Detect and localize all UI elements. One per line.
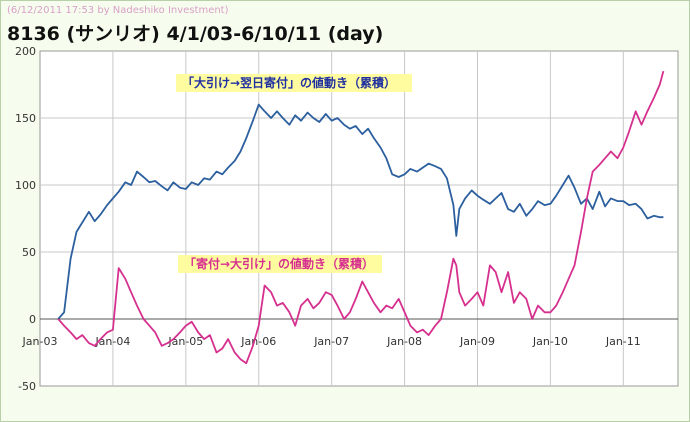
y-tick-label: -50	[18, 380, 36, 393]
x-tick-label: Jan-09	[459, 335, 495, 348]
x-tick-label: Jan-08	[386, 335, 422, 348]
chart-title: 8136 (サンリオ) 4/1/03-6/10/11 (day)	[7, 23, 384, 45]
x-tick-label: Jan-05	[167, 335, 203, 348]
y-axis: -50 0 50 100 150 200	[15, 45, 36, 393]
plot-area	[39, 50, 679, 387]
x-tick-label: Jan-04	[94, 335, 130, 348]
series-lines	[57, 70, 665, 365]
legend-series-1: 「大引け→翌日寄付」の値動き（累積）	[176, 74, 412, 92]
y-tick-label: 200	[15, 45, 36, 58]
x-tick-label: Jan-07	[313, 335, 349, 348]
x-tick-label: Jan-11	[605, 335, 641, 348]
y-tick-label: 0	[29, 313, 36, 326]
timestamp-label: (6/12/2011 17:53 by Nadeshiko Investment…	[7, 5, 229, 16]
legend-label-series-2: 「寄付→大引け」の値動き（累積）	[184, 256, 374, 271]
legend-box-series-1	[176, 74, 412, 92]
y-tick-label: 100	[15, 179, 36, 192]
x-tick-label: Jan-03	[22, 335, 58, 348]
series-line-1	[57, 103, 664, 320]
series-line-2	[57, 70, 665, 365]
x-tick-label: Jan-06	[240, 335, 276, 348]
x-tick-label: Jan-10	[532, 335, 568, 348]
y-tick-label: 150	[15, 112, 36, 125]
x-axis: Jan-03 Jan-04 Jan-05 Jan-06 Jan-07 Jan-08 Jan-…	[22, 335, 641, 348]
legend-label-series-1: 「大引け→翌日寄付」の値動き（累積）	[182, 75, 396, 90]
legend-box-series-2	[178, 255, 382, 273]
y-tick-label: 50	[22, 246, 36, 259]
legend-series-2: 「寄付→大引け」の値動き（累積）	[178, 255, 382, 273]
